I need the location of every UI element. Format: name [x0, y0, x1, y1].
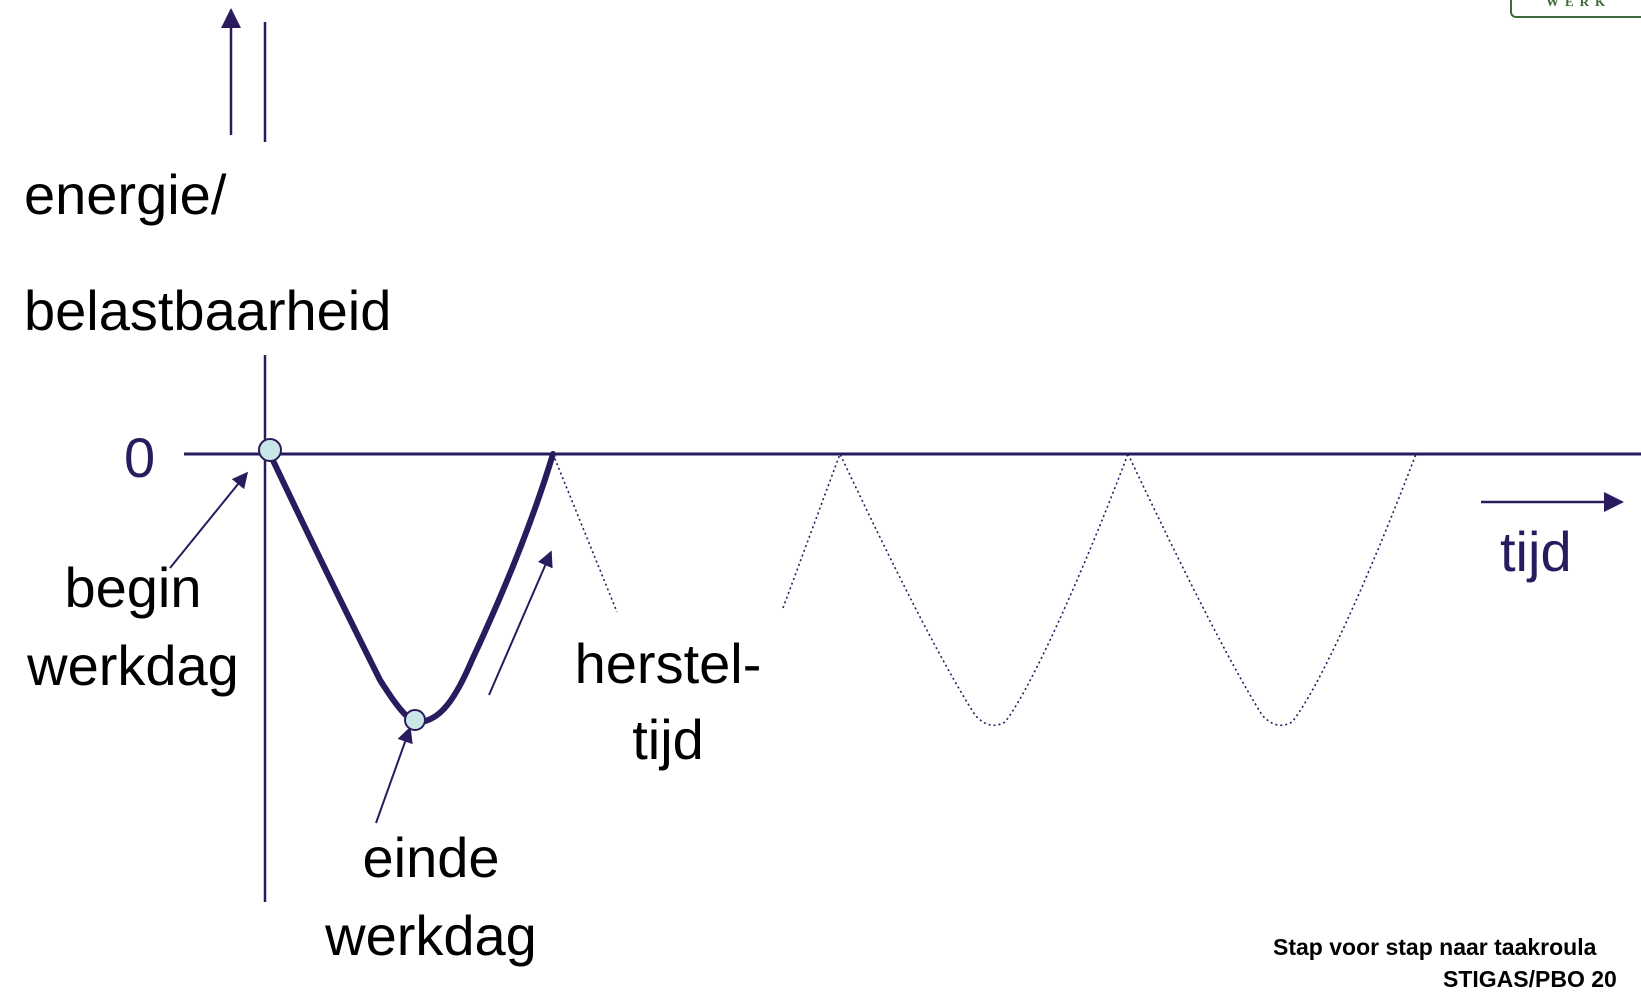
footer-line2: STIGAS/PBO 20 — [1443, 966, 1617, 992]
logo: WERK — [1510, 0, 1641, 18]
begin-workday-marker — [258, 438, 282, 462]
workday-curve — [266, 449, 556, 726]
recovery-time-label-line1: herstel- — [574, 632, 762, 695]
dotted-curve-2 — [782, 451, 1129, 727]
time-label: tijd — [1500, 520, 1572, 583]
end-workday-label-line1: einde — [362, 826, 500, 889]
end-pointer-arrow — [375, 726, 413, 824]
y-axis-label-line2: belastbaarheid — [24, 279, 392, 342]
begin-workday-label-line2: werkdag — [27, 634, 239, 697]
recovery-time-label-line2: tijd — [632, 708, 704, 771]
logo-text: WERK — [1546, 0, 1612, 9]
dotted-curve-1 — [552, 453, 618, 613]
recovery-pointer-arrow — [488, 550, 553, 696]
diagram-canvas — [169, 8, 1641, 902]
energy-diagram: energie/ belastbaarheid 0 tijd begin wer… — [24, 0, 1641, 992]
zero-label: 0 — [124, 426, 156, 489]
begin-workday-label-line1: begin — [64, 556, 202, 619]
begin-pointer-arrow — [169, 471, 249, 569]
footer-line1: Stap voor stap naar taakroula — [1273, 934, 1597, 960]
dotted-curve-3 — [1127, 453, 1417, 727]
end-workday-label-line2: werkdag — [325, 904, 537, 967]
end-workday-marker — [404, 709, 426, 731]
y-axis-label-line1: energie/ — [24, 163, 227, 226]
